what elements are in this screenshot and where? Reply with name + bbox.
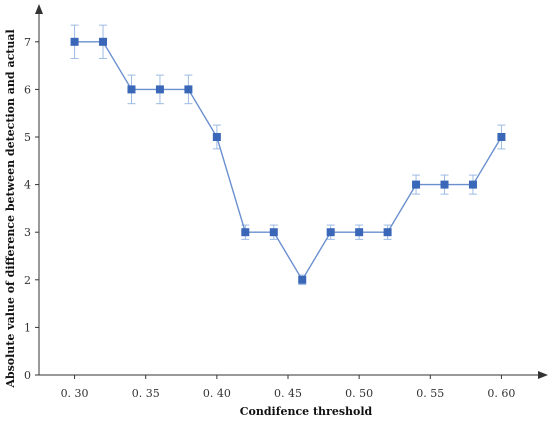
data-point (155, 85, 164, 94)
y-tick-label: 1 (24, 321, 31, 334)
x-tick-label: 0. 45 (274, 387, 302, 400)
data-point (269, 228, 278, 237)
y-tick-label: 4 (24, 179, 31, 192)
y-tick-label: 7 (24, 36, 31, 49)
data-point (468, 180, 477, 189)
x-tick-label: 0. 60 (487, 387, 515, 400)
data-point (383, 228, 392, 237)
data-point (184, 85, 193, 94)
x-tick-label: 0. 30 (61, 387, 89, 400)
error-bars (70, 24, 506, 286)
y-tick-label: 5 (24, 131, 31, 144)
data-point (298, 275, 307, 284)
y-tick-label: 2 (24, 274, 31, 287)
y-tick-label: 6 (24, 83, 31, 96)
data-point (326, 228, 335, 237)
series-line (74, 41, 503, 282)
x-tick-label: 0. 55 (416, 387, 444, 400)
x-tick-label: 0. 50 (345, 387, 373, 400)
y-axis-arrow (35, 4, 43, 14)
data-point (99, 37, 108, 46)
series (70, 37, 506, 284)
data-point (241, 228, 250, 237)
data-point (70, 37, 79, 46)
data-point (355, 228, 364, 237)
data-point (497, 133, 506, 141)
x-tick-label: 0. 35 (132, 387, 160, 400)
y-tick-label: 3 (24, 226, 31, 239)
y-axis-title: Absolute value of difference between det… (4, 29, 17, 388)
data-point (212, 133, 221, 141)
data-point (127, 85, 136, 94)
data-point (412, 180, 421, 189)
x-axis-title: Condifence threshold (240, 405, 373, 418)
x-tick-label: 0. 40 (203, 387, 231, 400)
axes (35, 4, 548, 379)
ticks: 0 1 2 3 4 5 6 7 0. 30 0. 35 0. 40 0. 45 0. 50 0. 55 0.… (24, 36, 515, 400)
y-tick-label: 0 (24, 369, 31, 382)
x-axis-arrow (538, 371, 548, 379)
data-point (440, 180, 449, 189)
